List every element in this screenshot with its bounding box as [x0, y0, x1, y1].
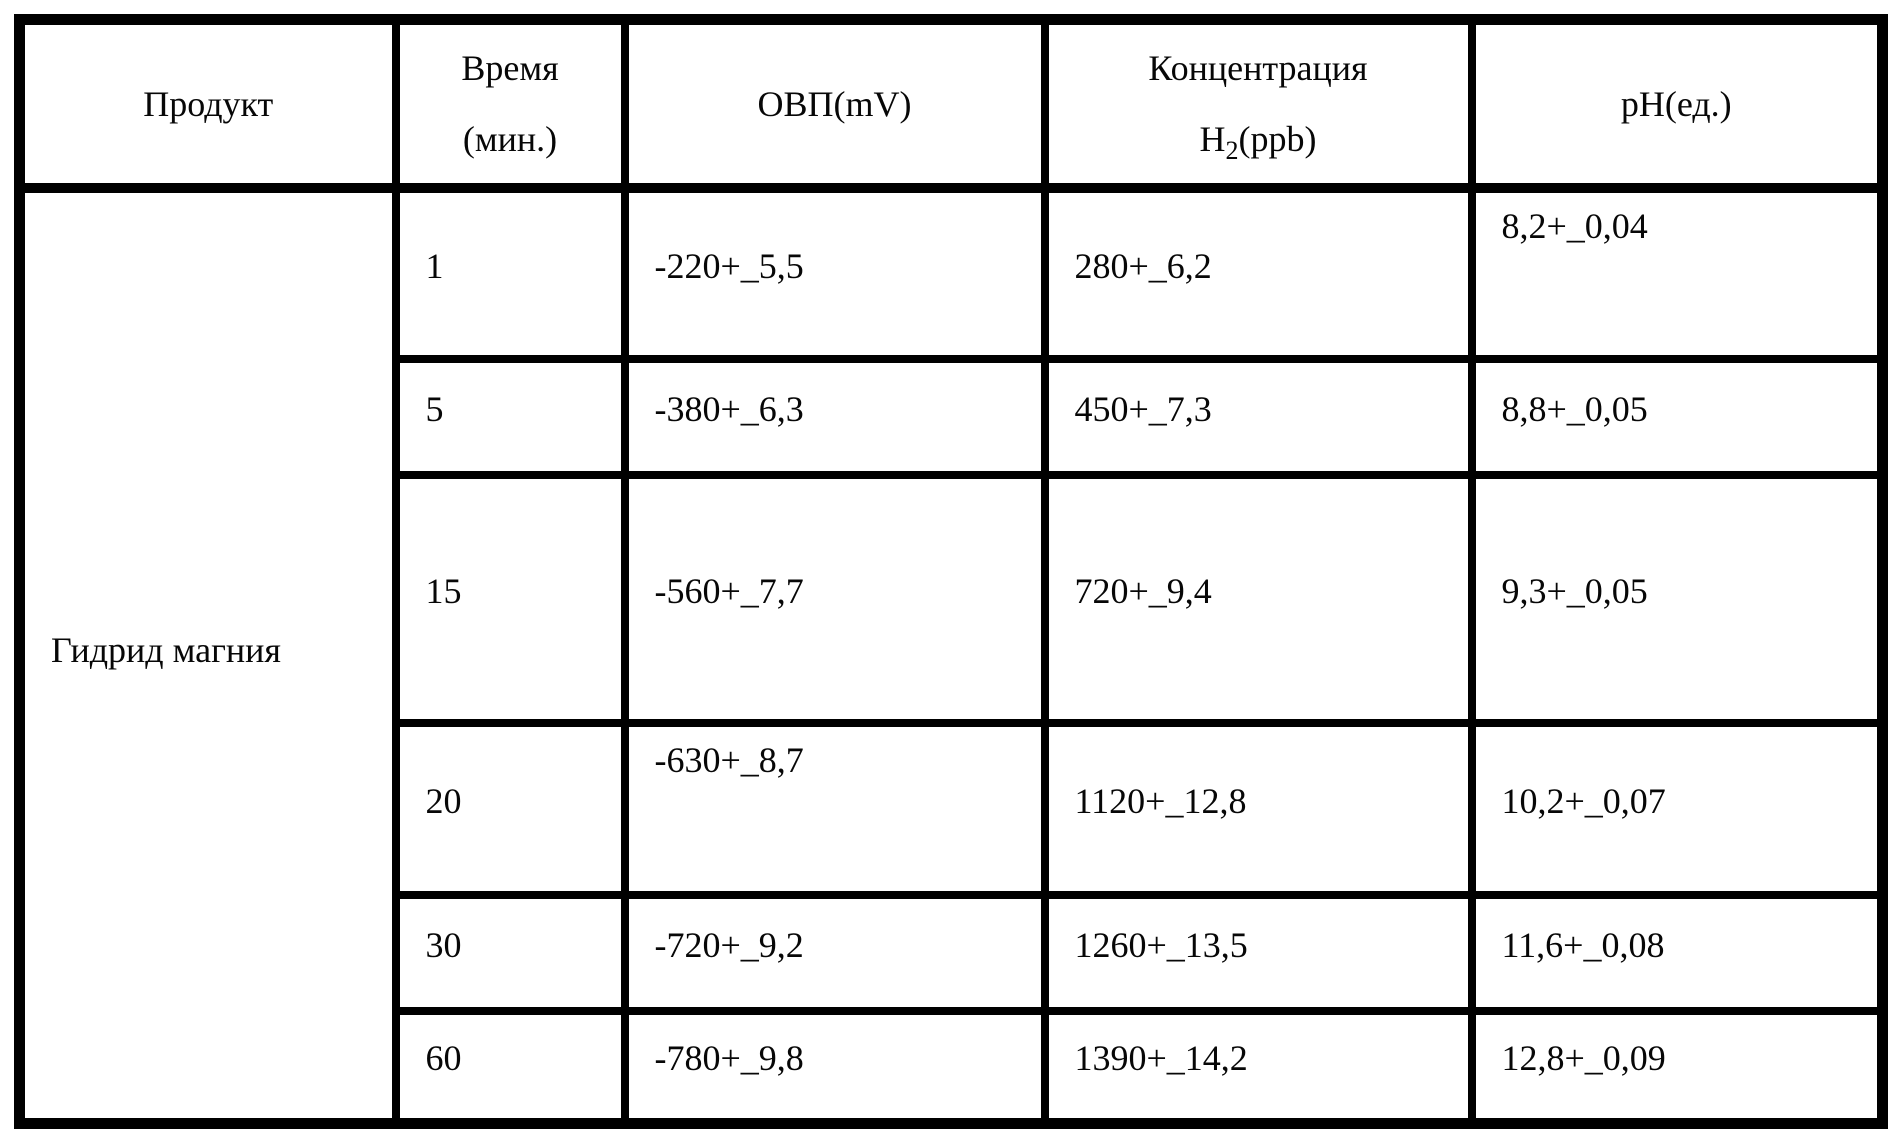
cell-concentration-row4: 1120+_12,8	[1040, 718, 1476, 899]
cell-time-row5: 30	[391, 890, 629, 1015]
cell-orp-row1: -220+_5,5	[620, 183, 1049, 363]
measurement-table: Продукт Время (мин.) ОВП(mV) Концентраци…	[14, 14, 1888, 1129]
cell-ph-row6: 12,8+_0,09	[1467, 1006, 1887, 1128]
header-time-line2: (мин.)	[462, 118, 558, 159]
cell-orp-row4: -630+_8,7	[620, 718, 1049, 899]
header-product-label: Продукт	[143, 83, 274, 124]
cell-ph-row5: 11,6+_0,08	[1467, 890, 1887, 1015]
cell-time-row6: 60	[391, 1006, 629, 1128]
table-row: 30 -720+_9,2 1260+_13,5 11,6+_0,08	[20, 890, 1887, 1015]
table-row: 15 -560+_7,7 720+_9,4 9,3+_0,05	[20, 470, 1887, 727]
cell-time-row4: 20	[391, 718, 629, 899]
cell-orp-row2: -380+_6,3	[620, 354, 1049, 479]
header-concentration: Концентрация H2(ppb)	[1040, 15, 1476, 193]
header-orp: ОВП(mV)	[620, 15, 1049, 193]
header-product: Продукт	[15, 15, 400, 193]
cell-concentration-row3: 720+_9,4	[1040, 470, 1476, 727]
h2-subscript: 2	[1225, 135, 1239, 165]
table-row: 20 -630+_8,7 1120+_12,8 10,2+_0,07	[20, 718, 1887, 899]
cell-concentration-row2: 450+_7,3	[1040, 354, 1476, 479]
cell-ph-row4: 10,2+_0,07	[1467, 718, 1887, 899]
table-row: 60 -780+_9,8 1390+_14,2 12,8+_0,09	[20, 1006, 1887, 1128]
header-time-line1: Время	[461, 47, 559, 88]
cell-orp-row3: -560+_7,7	[620, 470, 1049, 727]
table-row: 5 -380+_6,3 450+_7,3 8,8+_0,05	[20, 354, 1887, 479]
cell-concentration-row5: 1260+_13,5	[1040, 890, 1476, 1015]
h2-symbol: H	[1199, 118, 1226, 159]
cell-orp-row5: -720+_9,2	[620, 890, 1049, 1015]
cell-ph-row2: 8,8+_0,05	[1467, 354, 1887, 479]
ppb-unit: (ppb)	[1238, 118, 1317, 159]
cell-time-row1: 1	[391, 183, 629, 363]
header-concentration-line2: H2(ppb)	[1055, 117, 1462, 165]
header-concentration-line1: Концентрация	[1148, 47, 1368, 88]
cell-orp-row6: -780+_9,8	[620, 1006, 1049, 1128]
header-ph-label: pH(ед.)	[1620, 83, 1732, 124]
cell-time-row2: 5	[391, 354, 629, 479]
cell-concentration-row1: 280+_6,2	[1040, 183, 1476, 363]
header-orp-label: ОВП(mV)	[757, 83, 912, 124]
cell-ph-row3: 9,3+_0,05	[1467, 470, 1887, 727]
table-row: Гидрид магния 1 -220+_5,5 280+_6,2 8,2+_…	[15, 183, 1887, 1128]
header-time: Время (мин.)	[391, 15, 629, 193]
table-header-row: Продукт Время (мин.) ОВП(mV) Концентраци…	[15, 15, 1887, 193]
cell-time-row3: 15	[391, 470, 629, 727]
cell-concentration-row6: 1390+_14,2	[1040, 1006, 1476, 1128]
cell-ph-row1: 8,2+_0,04	[1467, 183, 1887, 363]
cell-product-name: Гидрид магния	[15, 183, 400, 1128]
header-ph: pH(ед.)	[1467, 15, 1887, 193]
